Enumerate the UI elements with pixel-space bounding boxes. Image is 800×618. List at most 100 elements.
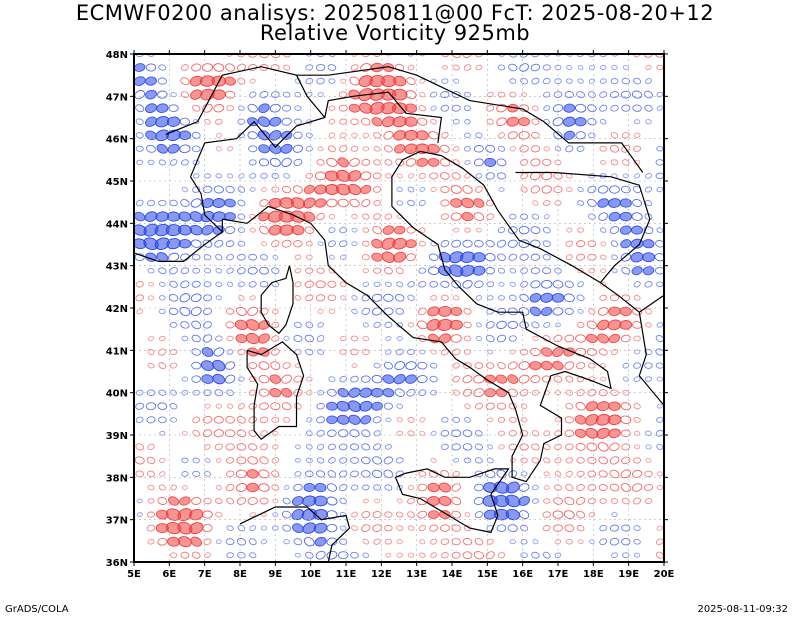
vorticity-contour	[384, 321, 393, 328]
vorticity-contour	[327, 294, 337, 302]
vorticity-contour	[406, 226, 416, 234]
vorticity-contour	[372, 524, 382, 532]
vorticity-contour	[337, 429, 349, 438]
vorticity-contour	[543, 91, 551, 98]
vorticity-contour	[304, 334, 314, 343]
vorticity-contour	[215, 118, 223, 125]
vorticity-contour	[166, 116, 181, 127]
vorticity-contour	[487, 444, 494, 450]
vorticity-contour	[621, 456, 631, 465]
vorticity-contour	[215, 539, 222, 545]
vorticity-contour	[396, 322, 404, 328]
vorticity-contour	[419, 430, 426, 436]
vorticity-contour	[415, 130, 429, 141]
vorticity-contour	[587, 240, 597, 248]
vorticity-contour	[451, 429, 462, 438]
vorticity-contour	[259, 281, 269, 288]
vorticity-contour	[248, 362, 258, 370]
vorticity-contour	[248, 402, 257, 410]
vorticity-contour	[305, 77, 314, 85]
vorticity-contour	[610, 78, 619, 85]
vorticity-contour	[543, 457, 551, 464]
vorticity-contour	[269, 103, 281, 113]
vorticity-contour	[643, 226, 654, 235]
lat-tick-label: 40N	[106, 389, 128, 400]
vorticity-contour	[654, 253, 664, 262]
vorticity-contour	[485, 402, 495, 410]
vorticity-contour	[588, 362, 596, 369]
lat-tick-label: 44N	[106, 219, 128, 230]
vorticity-contour	[328, 105, 336, 111]
vorticity-contour	[554, 457, 562, 464]
vorticity-contour	[576, 321, 585, 328]
vorticity-contour	[326, 157, 338, 167]
vorticity-contour	[158, 267, 167, 275]
vorticity-contour	[271, 335, 280, 342]
vorticity-contour	[509, 349, 516, 355]
vorticity-contour	[575, 131, 586, 140]
vorticity-contour	[600, 281, 607, 287]
vorticity-contour	[178, 130, 192, 141]
vorticity-contour	[449, 319, 463, 330]
vorticity-contour	[598, 484, 608, 491]
vorticity-contour	[520, 280, 528, 288]
vorticity-contour	[620, 90, 631, 99]
vorticity-contour	[577, 281, 584, 288]
vorticity-contour	[611, 512, 618, 518]
vorticity-contour	[201, 224, 214, 236]
vorticity-contour	[362, 132, 370, 138]
vorticity-contour	[362, 552, 370, 558]
vorticity-contour	[463, 321, 472, 329]
vorticity-contour	[361, 524, 371, 532]
vorticity-contour	[429, 524, 439, 532]
vorticity-contour	[564, 443, 574, 451]
vorticity-contour	[328, 118, 336, 125]
vorticity-contour	[427, 510, 440, 519]
vorticity-contour	[404, 116, 418, 127]
vorticity-contour	[134, 90, 146, 100]
vorticity-contour	[406, 77, 416, 86]
vorticity-contour	[225, 63, 236, 72]
vorticity-contour	[507, 361, 518, 370]
vorticity-contour	[215, 173, 223, 179]
vorticity-contour	[407, 64, 415, 71]
vorticity-contour	[496, 117, 507, 127]
vorticity-contour	[215, 511, 223, 518]
vorticity-contour	[633, 376, 641, 382]
vorticity-contour	[532, 200, 539, 206]
vorticity-contour	[372, 172, 382, 180]
vorticity-contour	[305, 254, 313, 260]
vorticity-contour	[202, 524, 213, 533]
vorticity-contour	[259, 225, 269, 235]
vorticity-contour	[596, 427, 610, 439]
vorticity-contour	[620, 185, 631, 194]
vorticity-contour	[180, 551, 190, 559]
vorticity-contour	[620, 483, 631, 492]
vorticity-contour	[520, 159, 529, 166]
vorticity-contour	[224, 198, 236, 208]
vorticity-contour	[540, 292, 554, 303]
vorticity-contour	[214, 239, 224, 248]
vorticity-contour	[362, 268, 369, 274]
coastlines	[134, 66, 664, 562]
vorticity-contour	[645, 322, 652, 328]
vorticity-contour	[283, 485, 290, 490]
vorticity-contour	[519, 104, 530, 113]
vorticity-contour	[463, 525, 472, 532]
vorticity-contour	[237, 240, 246, 247]
vorticity-contour	[360, 415, 372, 425]
vorticity-contour	[385, 336, 392, 341]
vorticity-contour	[464, 132, 471, 138]
vorticity-contour	[135, 402, 145, 410]
vorticity-contour	[294, 105, 302, 111]
vorticity-contour	[406, 348, 416, 356]
sardinia-coast	[246, 341, 305, 441]
vorticity-contour	[237, 227, 246, 233]
vorticity-contour	[452, 362, 460, 369]
vorticity-contour	[361, 307, 371, 316]
vorticity-contour	[587, 117, 597, 126]
vorticity-contour	[452, 64, 460, 71]
vorticity-contour	[509, 539, 516, 545]
lat-tick-label: 45N	[106, 177, 128, 188]
vorticity-contour	[505, 508, 520, 521]
